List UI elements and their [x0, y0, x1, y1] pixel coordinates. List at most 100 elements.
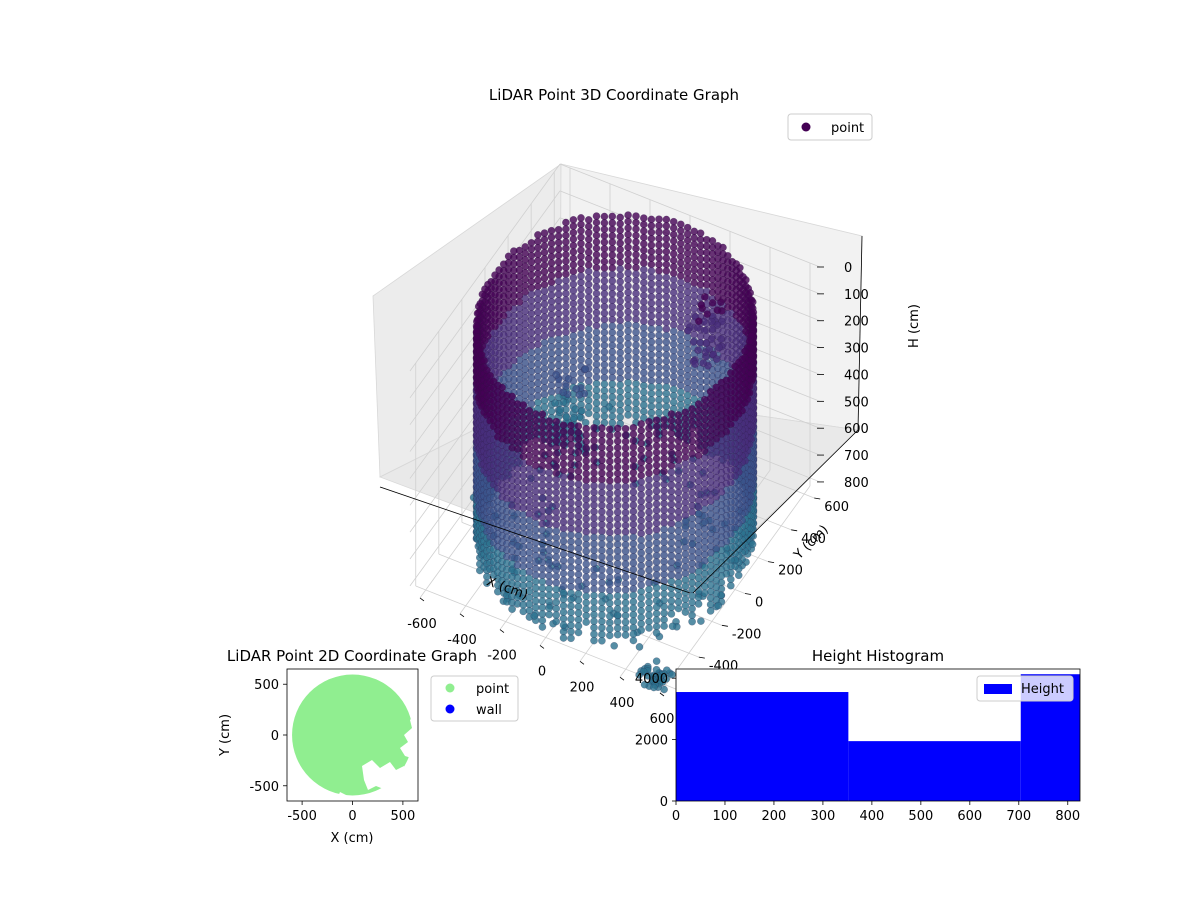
point-marker [645, 488, 653, 497]
point-marker [567, 460, 575, 469]
point-marker [683, 352, 692, 361]
point-marker [567, 582, 575, 591]
point-marker [674, 430, 683, 439]
point-marker [669, 217, 678, 226]
point-marker [639, 317, 648, 326]
point-marker [592, 373, 601, 382]
point-marker [616, 271, 625, 280]
point-marker [562, 328, 570, 337]
point-marker [584, 351, 593, 360]
point-marker [531, 448, 540, 457]
point-marker [667, 429, 676, 438]
point-marker [534, 347, 542, 355]
point-marker [662, 305, 671, 314]
point-marker [552, 578, 561, 587]
point-marker [629, 462, 638, 471]
point-marker [660, 486, 668, 495]
point-marker [605, 534, 614, 543]
point-marker [652, 429, 661, 437]
point-marker [538, 610, 547, 618]
point-marker [647, 234, 656, 243]
legend-3d-label: point [831, 121, 864, 136]
point-marker [531, 506, 540, 515]
point-marker [531, 571, 540, 580]
point-marker [556, 405, 565, 414]
point-marker [574, 518, 583, 527]
point-marker [547, 317, 556, 325]
point-marker [577, 239, 585, 248]
point-marker [676, 330, 685, 338]
point-marker [688, 456, 696, 465]
point-marker [562, 413, 571, 422]
point-marker [655, 266, 663, 275]
point-marker [577, 304, 585, 313]
point-marker [508, 605, 516, 614]
point-marker [554, 245, 563, 253]
point-marker [616, 387, 625, 396]
point-marker [534, 398, 542, 407]
point-marker [674, 469, 683, 477]
point-marker [667, 448, 676, 457]
point-marker [697, 617, 705, 625]
point-marker [629, 597, 638, 606]
x-tick-label: 400 [859, 809, 884, 824]
point-marker [694, 438, 703, 447]
point-marker [552, 437, 561, 445]
point-marker [598, 501, 606, 510]
point-marker [531, 468, 540, 476]
point-marker [547, 259, 556, 267]
legend-3d-frame [787, 113, 873, 141]
point-marker [629, 559, 638, 567]
point-marker [639, 356, 648, 364]
point-marker [669, 398, 678, 407]
point-marker [552, 514, 561, 523]
point-marker [554, 309, 563, 318]
point-marker [688, 450, 696, 458]
point-marker [645, 430, 653, 439]
point-marker [582, 482, 591, 491]
point-marker [613, 482, 622, 491]
point-marker [569, 273, 578, 282]
point-marker [676, 349, 685, 358]
point-marker [590, 572, 598, 580]
point-marker [540, 371, 549, 379]
point-marker [559, 530, 568, 539]
point-marker [660, 454, 668, 463]
point-marker [694, 542, 703, 550]
point-marker [613, 437, 622, 446]
x-tick-label: -200 [487, 649, 517, 664]
point-marker [645, 443, 653, 452]
point-marker [605, 438, 614, 446]
point-marker [552, 370, 561, 379]
point-marker [621, 618, 630, 627]
point-marker [608, 283, 617, 292]
point-marker [652, 416, 661, 425]
point-marker [613, 547, 622, 555]
point-marker [590, 443, 598, 452]
point-marker [632, 296, 640, 304]
x-tick-label: 400 [610, 696, 635, 711]
point-marker [662, 338, 671, 346]
point-marker [584, 403, 593, 411]
point-marker [688, 411, 696, 420]
point-marker [582, 560, 591, 568]
point-marker [605, 496, 614, 504]
point-marker [582, 463, 591, 472]
point-marker [552, 475, 561, 484]
point-marker [616, 310, 625, 318]
point-marker [567, 453, 575, 462]
point-marker [683, 372, 692, 380]
histogram-title: Height Histogram [812, 647, 944, 665]
point-marker [567, 576, 575, 585]
point-marker [683, 268, 692, 277]
point-marker [577, 220, 585, 229]
point-marker [647, 221, 656, 230]
point-marker [694, 413, 703, 421]
point-marker [540, 358, 549, 366]
point-marker [616, 213, 625, 222]
point-marker [624, 346, 632, 355]
point-marker [621, 450, 630, 459]
point-marker [584, 357, 593, 366]
point-marker [605, 599, 614, 608]
point-marker [552, 520, 561, 529]
